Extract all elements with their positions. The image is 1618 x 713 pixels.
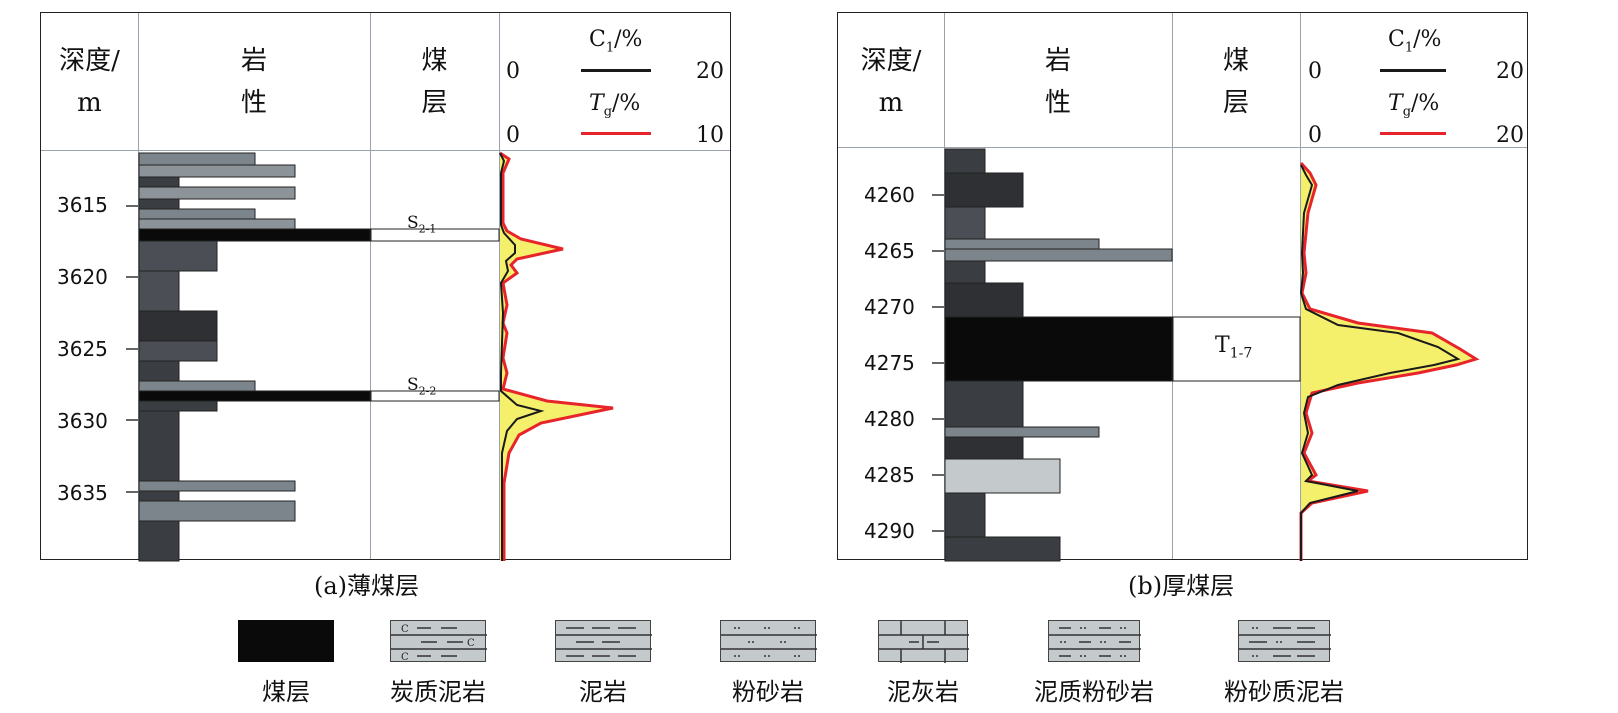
depth-tick: 4280 xyxy=(864,407,915,431)
c1-legend-line xyxy=(581,69,651,72)
well-log-panel-a: 深度/ m 岩 性 煤 层 0 20 C1/% Tg/% 0 10 3615 3… xyxy=(40,12,731,562)
depth-tick: 3635 xyxy=(57,481,108,505)
header-rule xyxy=(838,147,1527,148)
depth-tick: 4275 xyxy=(864,351,915,375)
c1-scale-max: 20 xyxy=(1496,59,1524,84)
tg-scale-max: 10 xyxy=(696,123,724,148)
lithology-and-gas-graphic xyxy=(126,151,614,562)
depth-tick: 4265 xyxy=(864,239,915,263)
argillaceous-siltstone-pattern-swatch xyxy=(1048,620,1141,662)
legend-label-siltstone: 粉砂岩 xyxy=(732,678,804,706)
tg-legend-line xyxy=(1380,132,1446,135)
depth-tick: 4285 xyxy=(864,463,915,487)
c1-scale-min: 0 xyxy=(506,59,520,84)
depth-tick: 4290 xyxy=(864,519,915,543)
c1-title: C1/% xyxy=(1388,27,1442,56)
tg-scale-max: 20 xyxy=(1496,123,1524,148)
panel-a-caption: (a)薄煤层 xyxy=(314,572,420,600)
tg-scale-min: 0 xyxy=(506,123,520,148)
divider xyxy=(1172,13,1173,559)
divider xyxy=(370,13,371,559)
panel-b-caption: (b)厚煤层 xyxy=(1128,572,1235,600)
depth-header: 深度/ m xyxy=(860,46,922,118)
depth-tick: 3625 xyxy=(57,337,108,361)
seam-label-t1-7: T1-7 xyxy=(1215,333,1253,362)
lithology-column xyxy=(138,152,371,562)
tg-legend-line xyxy=(581,132,651,135)
lithology-and-gas-graphic xyxy=(932,148,1480,562)
well-log-panel-b: 深度/ m 岩 性 煤 层 0 20 C1/% Tg/% 0 20 4260 4… xyxy=(837,12,1528,562)
silty-mudstone-pattern-swatch xyxy=(1238,620,1331,662)
mudstone-pattern-swatch xyxy=(555,620,652,662)
tg-title: Tg/% xyxy=(589,91,641,120)
depth-tick: 3630 xyxy=(57,409,108,433)
c1-scale-max: 20 xyxy=(696,59,724,84)
c1-legend-line xyxy=(1380,69,1446,72)
svg-text:C: C xyxy=(401,652,409,663)
legend-label-argillaceous-siltstone: 泥质粉砂岩 xyxy=(1034,678,1154,706)
depth-header: 深度/ m xyxy=(59,46,120,118)
depth-tick: 3620 xyxy=(57,265,108,289)
legend-label-coal: 煤层 xyxy=(262,678,310,706)
lithology-header: 岩 性 xyxy=(1044,46,1071,118)
legend-label-silty-mudstone: 粉砂质泥岩 xyxy=(1224,678,1344,706)
tg-title: Tg/% xyxy=(1388,91,1440,120)
legend-label-carbonaceous-mudstone: 炭质泥岩 xyxy=(390,678,486,706)
c1-title: C1/% xyxy=(589,27,643,56)
c1-scale-min: 0 xyxy=(1308,59,1322,84)
marl-pattern-swatch xyxy=(878,620,969,663)
header-rule xyxy=(41,150,730,151)
divider xyxy=(1300,13,1301,559)
legend-label-marl: 泥灰岩 xyxy=(887,678,959,706)
tg-scale-min: 0 xyxy=(1308,123,1322,148)
seam-label-s2-1: S2-1 xyxy=(407,213,437,236)
legend-label-mudstone: 泥岩 xyxy=(579,678,627,706)
depth-tick: 4260 xyxy=(864,183,915,207)
svg-text:C: C xyxy=(467,638,475,649)
coal-pattern-swatch xyxy=(238,620,334,662)
gas-curves xyxy=(499,151,614,561)
seam-label-s2-2: S2-2 xyxy=(407,375,437,398)
coal-seam-header: 煤 层 xyxy=(1222,46,1249,118)
depth-tick: 4270 xyxy=(864,295,915,319)
coal-seam-header: 煤 层 xyxy=(421,46,448,118)
lithology-column xyxy=(944,148,1173,562)
gas-curves xyxy=(1299,161,1480,561)
depth-tick: 3615 xyxy=(57,193,108,217)
carbonaceous-mudstone-pattern-swatch: C C C xyxy=(390,620,487,663)
svg-text:C: C xyxy=(401,624,409,635)
divider xyxy=(499,13,500,559)
lithology-header: 岩 性 xyxy=(240,46,267,118)
siltstone-pattern-swatch xyxy=(720,620,817,662)
